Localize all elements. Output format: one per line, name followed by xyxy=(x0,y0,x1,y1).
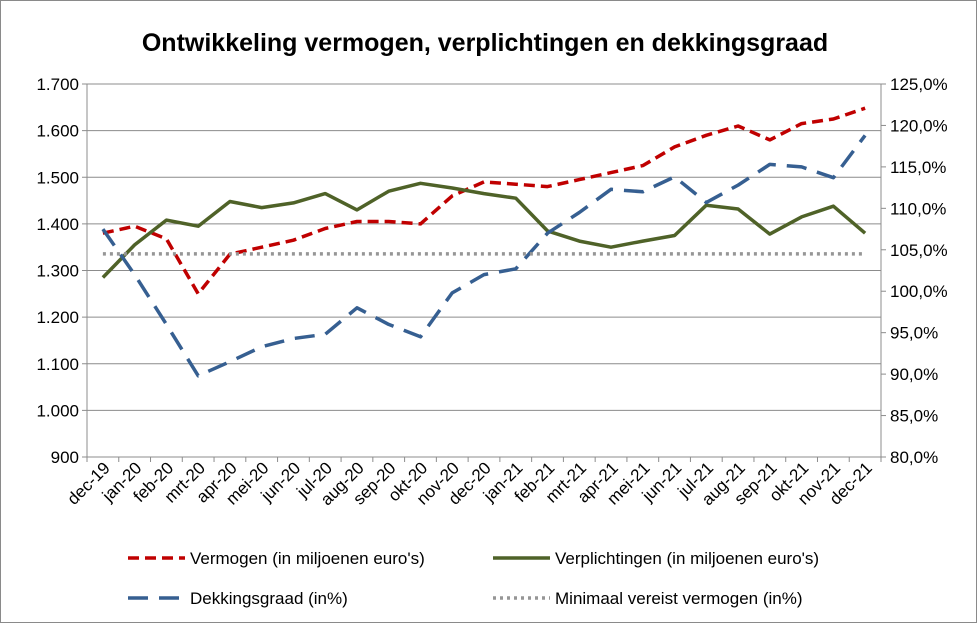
legend-label: Minimaal vereist vermogen (in%) xyxy=(555,589,803,608)
axes: 900 1.000 1.100 1.200 1.300 1.400 1.500 1.600 1.… xyxy=(36,75,947,509)
y-right-tick-label: 125,0% xyxy=(890,75,948,94)
series-line-3 xyxy=(101,134,867,378)
y-left-tick-label: 1.000 xyxy=(36,401,79,420)
y-left-tick-label: 1.100 xyxy=(36,355,79,374)
y-left-tick-label: 1.600 xyxy=(36,122,79,141)
legend-label: Verplichtingen (in miljoenen euro's) xyxy=(555,549,819,568)
y-right-tick-label: 105,0% xyxy=(890,241,948,260)
y-right-tick-label: 80,0% xyxy=(890,448,938,467)
series-lines xyxy=(101,106,867,378)
y-left-tick-label: 1.400 xyxy=(36,215,79,234)
y-right-tick-label: 120,0% xyxy=(890,116,948,135)
series-line-1 xyxy=(102,106,866,296)
y-left-tick-label: 900 xyxy=(51,448,79,467)
y-left-tick-label: 1.700 xyxy=(36,75,79,94)
y-right-tick-label: 95,0% xyxy=(890,324,938,343)
y-right-tick-label: 85,0% xyxy=(890,407,938,426)
gridlines xyxy=(87,83,881,458)
legend-label: Vermogen (in miljoenen euro's) xyxy=(190,549,425,568)
y-left-tick-label: 1.200 xyxy=(36,308,79,327)
y-left-tick-label: 1.500 xyxy=(36,168,79,187)
legend-label: Dekkingsgraad (in%) xyxy=(190,589,348,608)
y-right-tick-label: 110,0% xyxy=(890,199,946,218)
y-right-tick-label: 90,0% xyxy=(890,365,938,384)
y-left-tick-label: 1.300 xyxy=(36,262,79,281)
series-line-2 xyxy=(101,181,867,279)
legend: Vermogen (in miljoenen euro's) Verplichti… xyxy=(128,549,819,608)
y-right-tick-label: 100,0% xyxy=(890,282,948,301)
chart-title: Ontwikkeling vermogen, verplichtingen en… xyxy=(142,29,828,57)
y-right-tick-label: 115,0% xyxy=(890,158,946,177)
